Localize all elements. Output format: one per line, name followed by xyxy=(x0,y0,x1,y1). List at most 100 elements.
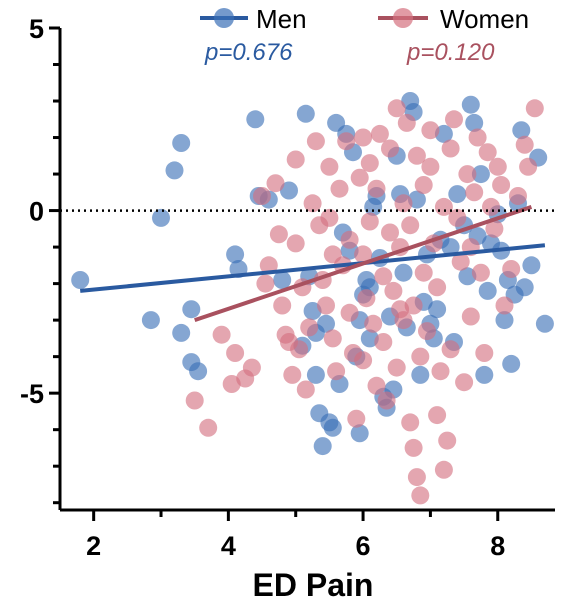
data-point-women xyxy=(428,406,447,425)
data-point-women xyxy=(404,438,423,457)
data-point-women xyxy=(394,194,413,213)
x-tick-label: 8 xyxy=(490,531,505,561)
data-point-women xyxy=(185,391,204,410)
data-point-men xyxy=(394,263,413,282)
data-point-women xyxy=(407,468,426,487)
data-point-men xyxy=(441,238,460,257)
data-point-men xyxy=(296,104,315,123)
legend-label-women: Women xyxy=(440,4,529,34)
data-point-men xyxy=(165,161,184,180)
data-point-women xyxy=(495,296,514,315)
data-point-women xyxy=(296,380,315,399)
data-point-women xyxy=(458,165,477,184)
data-point-women xyxy=(448,208,467,227)
data-point-women xyxy=(337,132,356,151)
data-point-women xyxy=(434,460,453,479)
y-tick-label: -5 xyxy=(20,379,44,409)
axis-labels: ED Pain xyxy=(253,567,374,603)
data-point-women xyxy=(256,274,275,293)
legend: Men p=0.676 Women p=0.120 xyxy=(200,4,529,66)
x-tick-label: 4 xyxy=(221,531,236,561)
data-point-women xyxy=(283,365,302,384)
data-point-women xyxy=(492,176,511,194)
data-point-men xyxy=(495,311,514,330)
data-point-men xyxy=(306,365,325,384)
data-point-men xyxy=(434,124,453,143)
trend-line-women xyxy=(194,205,533,323)
data-point-women xyxy=(327,362,346,381)
data-point-men xyxy=(350,424,369,443)
data-point-women xyxy=(397,113,416,132)
data-point-women xyxy=(199,418,218,437)
data-point-women xyxy=(441,340,460,359)
data-point-women xyxy=(367,179,386,198)
data-point-women xyxy=(414,176,433,194)
trend-lines xyxy=(80,205,546,323)
data-point-men xyxy=(461,95,480,114)
data-point-women xyxy=(253,187,271,205)
legend-item-women: Women p=0.120 xyxy=(378,4,529,66)
data-point-women xyxy=(407,146,426,165)
data-point-men xyxy=(317,314,335,333)
data-point-men xyxy=(502,354,521,373)
x-axis-title: ED Pain xyxy=(253,567,374,603)
data-point-women xyxy=(286,234,305,253)
data-point-men xyxy=(411,365,430,384)
data-point-men xyxy=(465,113,484,132)
data-point-women xyxy=(468,128,487,147)
x-tick-label: 6 xyxy=(356,531,371,561)
data-point-women xyxy=(330,179,349,198)
p-value-men: p=0.676 xyxy=(204,39,293,66)
data-point-women xyxy=(485,219,504,238)
data-point-women xyxy=(384,281,403,300)
data-point-women xyxy=(354,351,373,370)
data-point-women xyxy=(431,362,450,381)
data-point-women xyxy=(502,260,521,278)
data-point-women xyxy=(475,344,494,362)
data-point-women xyxy=(290,340,309,359)
data-point-women xyxy=(306,132,325,151)
legend-marker-men xyxy=(214,8,234,28)
data-point-women xyxy=(404,296,423,315)
data-point-men xyxy=(172,323,191,342)
data-point-women xyxy=(455,373,474,392)
data-point-women xyxy=(401,216,420,235)
data-point-women xyxy=(320,208,339,227)
data-point-men xyxy=(182,300,201,319)
data-point-women xyxy=(478,143,497,162)
data-point-women xyxy=(360,212,379,231)
data-point-women xyxy=(286,150,305,169)
data-point-women xyxy=(370,124,389,143)
data-point-men xyxy=(226,245,245,264)
data-point-women xyxy=(323,329,342,348)
data-point-men xyxy=(246,110,265,129)
data-point-women xyxy=(414,263,433,282)
axes: 5 0 -5 2 4 6 8 xyxy=(20,14,555,561)
data-point-women xyxy=(381,223,399,242)
data-point-women xyxy=(340,303,359,322)
data-point-men xyxy=(313,437,332,456)
data-point-women xyxy=(300,318,319,337)
data-point-women xyxy=(471,263,490,282)
legend-marker-women xyxy=(393,8,413,28)
data-point-women xyxy=(428,278,447,297)
data-point-men xyxy=(471,165,490,184)
data-point-women xyxy=(350,168,369,187)
data-point-women xyxy=(354,245,373,264)
data-point-men xyxy=(522,256,541,275)
data-point-women xyxy=(387,358,406,377)
data-point-men xyxy=(152,208,170,227)
data-point-men xyxy=(172,134,191,152)
data-point-women xyxy=(381,139,399,158)
data-point-men xyxy=(141,311,160,330)
data-point-men xyxy=(71,271,90,289)
data-point-women xyxy=(438,431,457,450)
x-tick-label: 2 xyxy=(86,531,101,561)
data-point-men xyxy=(535,314,554,333)
data-point-women xyxy=(377,391,396,410)
data-point-women xyxy=(441,139,460,158)
data-point-women xyxy=(354,128,373,147)
p-value-women: p=0.120 xyxy=(406,39,495,66)
data-point-women xyxy=(367,376,386,395)
